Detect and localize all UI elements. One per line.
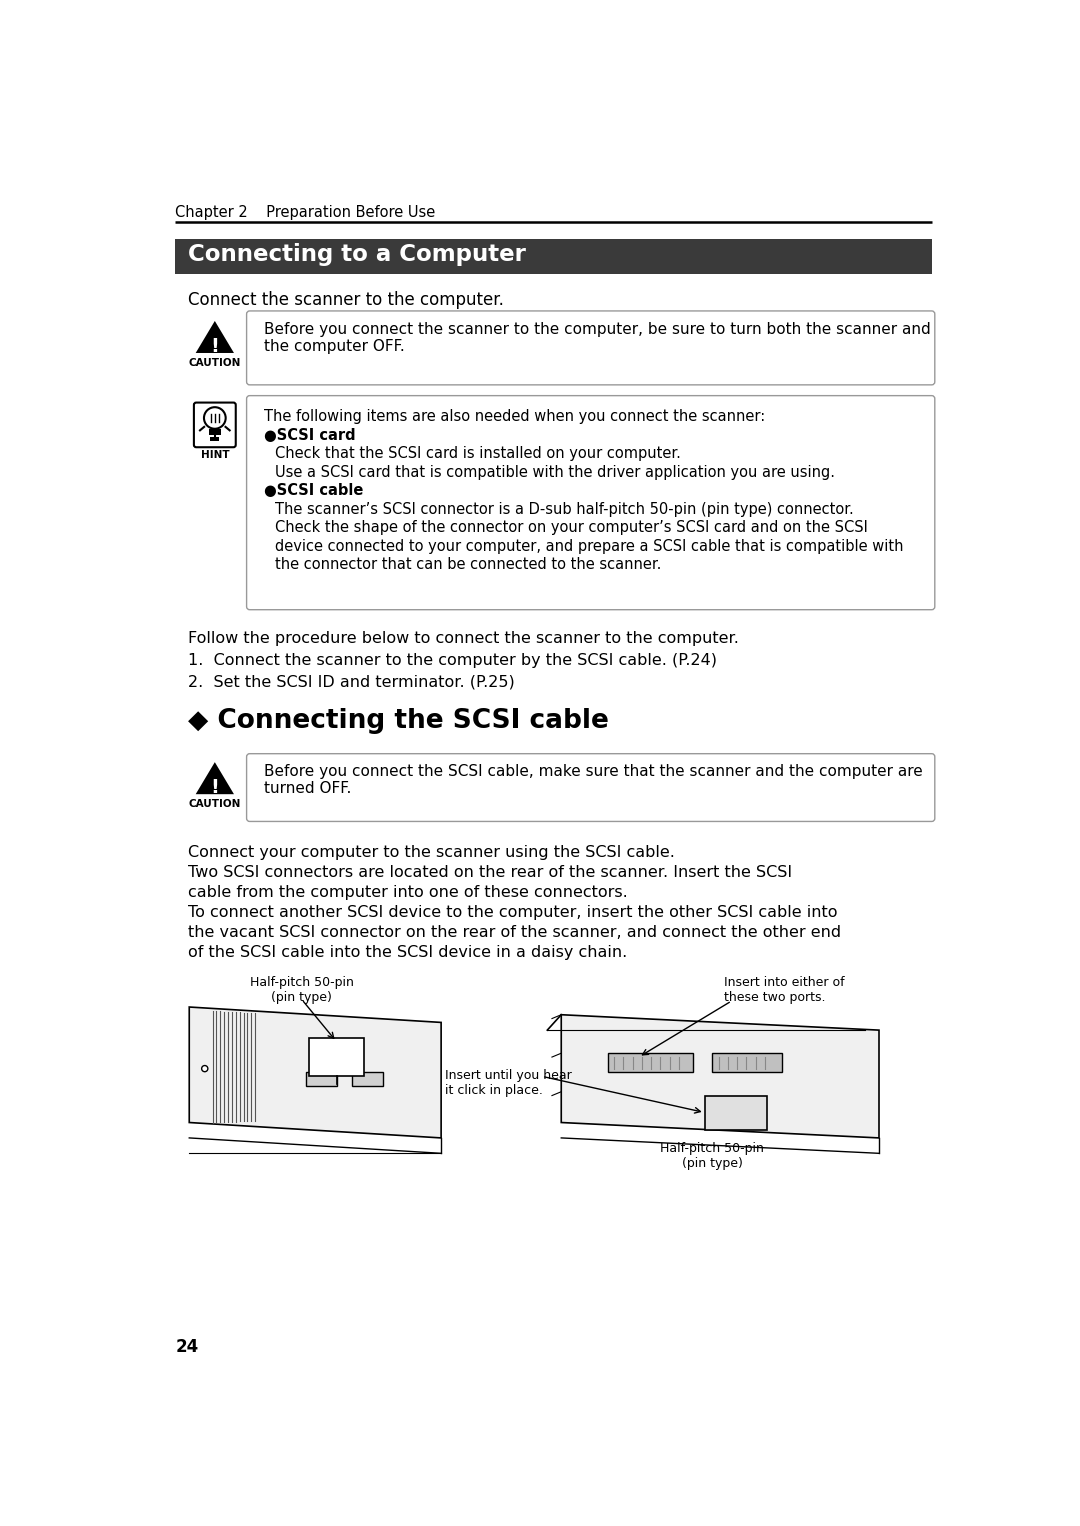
Text: Before you connect the scanner to the computer, be sure to turn both the scanner: Before you connect the scanner to the co… [264,322,930,337]
FancyBboxPatch shape [246,311,935,385]
Text: the vacant SCSI connector on the rear of the scanner, and connect the other end: the vacant SCSI connector on the rear of… [188,925,841,940]
Polygon shape [189,1007,441,1138]
FancyBboxPatch shape [246,754,935,821]
Text: Before you connect the SCSI cable, make sure that the scanner and the computer a: Before you connect the SCSI cable, make … [264,765,922,780]
Text: turned OFF.: turned OFF. [264,781,351,797]
Text: Connect the scanner to the computer.: Connect the scanner to the computer. [188,291,503,308]
Text: of the SCSI cable into the SCSI device in a daisy chain.: of the SCSI cable into the SCSI device i… [188,946,627,960]
Text: Connecting to a Computer: Connecting to a Computer [188,243,526,266]
Bar [608,1053,693,1073]
Text: Follow the procedure below to connect the scanner to the computer.: Follow the procedure below to connect th… [188,632,739,645]
Text: !: ! [211,337,219,356]
Text: Half-pitch 50-pin
(pin type): Half-pitch 50-pin (pin type) [661,1141,765,1170]
Text: Connect your computer to the scanner using the SCSI cable.: Connect your computer to the scanner usi… [188,845,675,861]
Bar [211,438,219,441]
Bar [175,238,932,275]
Text: ●SCSI card: ●SCSI card [264,427,355,443]
Text: To connect another SCSI device to the computer, insert the other SCSI cable into: To connect another SCSI device to the co… [188,905,837,920]
Bar [208,429,221,435]
Text: Insert until you hear
it click in place.: Insert until you hear it click in place. [445,1068,571,1097]
Circle shape [202,1065,207,1071]
Text: Check the shape of the connector on your computer’s SCSI card and on the SCSI: Check the shape of the connector on your… [275,520,868,536]
Polygon shape [195,761,234,794]
Text: the computer OFF.: the computer OFF. [264,339,404,354]
Text: the connector that can be connected to the scanner.: the connector that can be connected to t… [275,557,662,572]
Bar [309,1038,364,1076]
Text: ●SCSI cable: ●SCSI cable [264,484,363,499]
Circle shape [204,407,226,429]
Text: Half-pitch 50-pin
(pin type): Half-pitch 50-pin (pin type) [249,977,353,1004]
Text: device connected to your computer, and prepare a SCSI cable that is compatible w: device connected to your computer, and p… [275,539,904,554]
Text: Chapter 2    Preparation Before Use: Chapter 2 Preparation Before Use [175,204,435,220]
Text: 24: 24 [175,1338,199,1357]
Polygon shape [562,1015,879,1138]
Polygon shape [195,320,234,353]
Text: ◆ Connecting the SCSI cable: ◆ Connecting the SCSI cable [188,708,608,734]
Bar [352,1073,383,1087]
Text: Insert into either of
these two ports.: Insert into either of these two ports. [724,977,845,1004]
FancyBboxPatch shape [194,403,235,447]
Bar [713,1053,782,1073]
Text: Use a SCSI card that is compatible with the driver application you are using.: Use a SCSI card that is compatible with … [275,465,835,481]
Text: HINT: HINT [201,450,229,461]
Text: !: ! [211,778,219,797]
Text: The following items are also needed when you connect the scanner:: The following items are also needed when… [264,409,765,424]
Text: Two SCSI connectors are located on the rear of the scanner. Insert the SCSI: Two SCSI connectors are located on the r… [188,865,792,881]
Bar [306,1073,337,1087]
Text: Check that the SCSI card is installed on your computer.: Check that the SCSI card is installed on… [275,447,681,461]
Text: CAUTION: CAUTION [189,357,241,368]
Text: 2.  Set the SCSI ID and terminator. (P.25): 2. Set the SCSI ID and terminator. (P.25… [188,674,514,690]
Text: cable from the computer into one of these connectors.: cable from the computer into one of thes… [188,885,627,900]
Text: CAUTION: CAUTION [189,798,241,809]
Bar [704,1096,767,1131]
Text: The scanner’s SCSI connector is a D-sub half-pitch 50-pin (pin type) connector.: The scanner’s SCSI connector is a D-sub … [275,502,854,517]
FancyBboxPatch shape [246,395,935,610]
Text: 1.  Connect the scanner to the computer by the SCSI cable. (P.24): 1. Connect the scanner to the computer b… [188,653,717,668]
